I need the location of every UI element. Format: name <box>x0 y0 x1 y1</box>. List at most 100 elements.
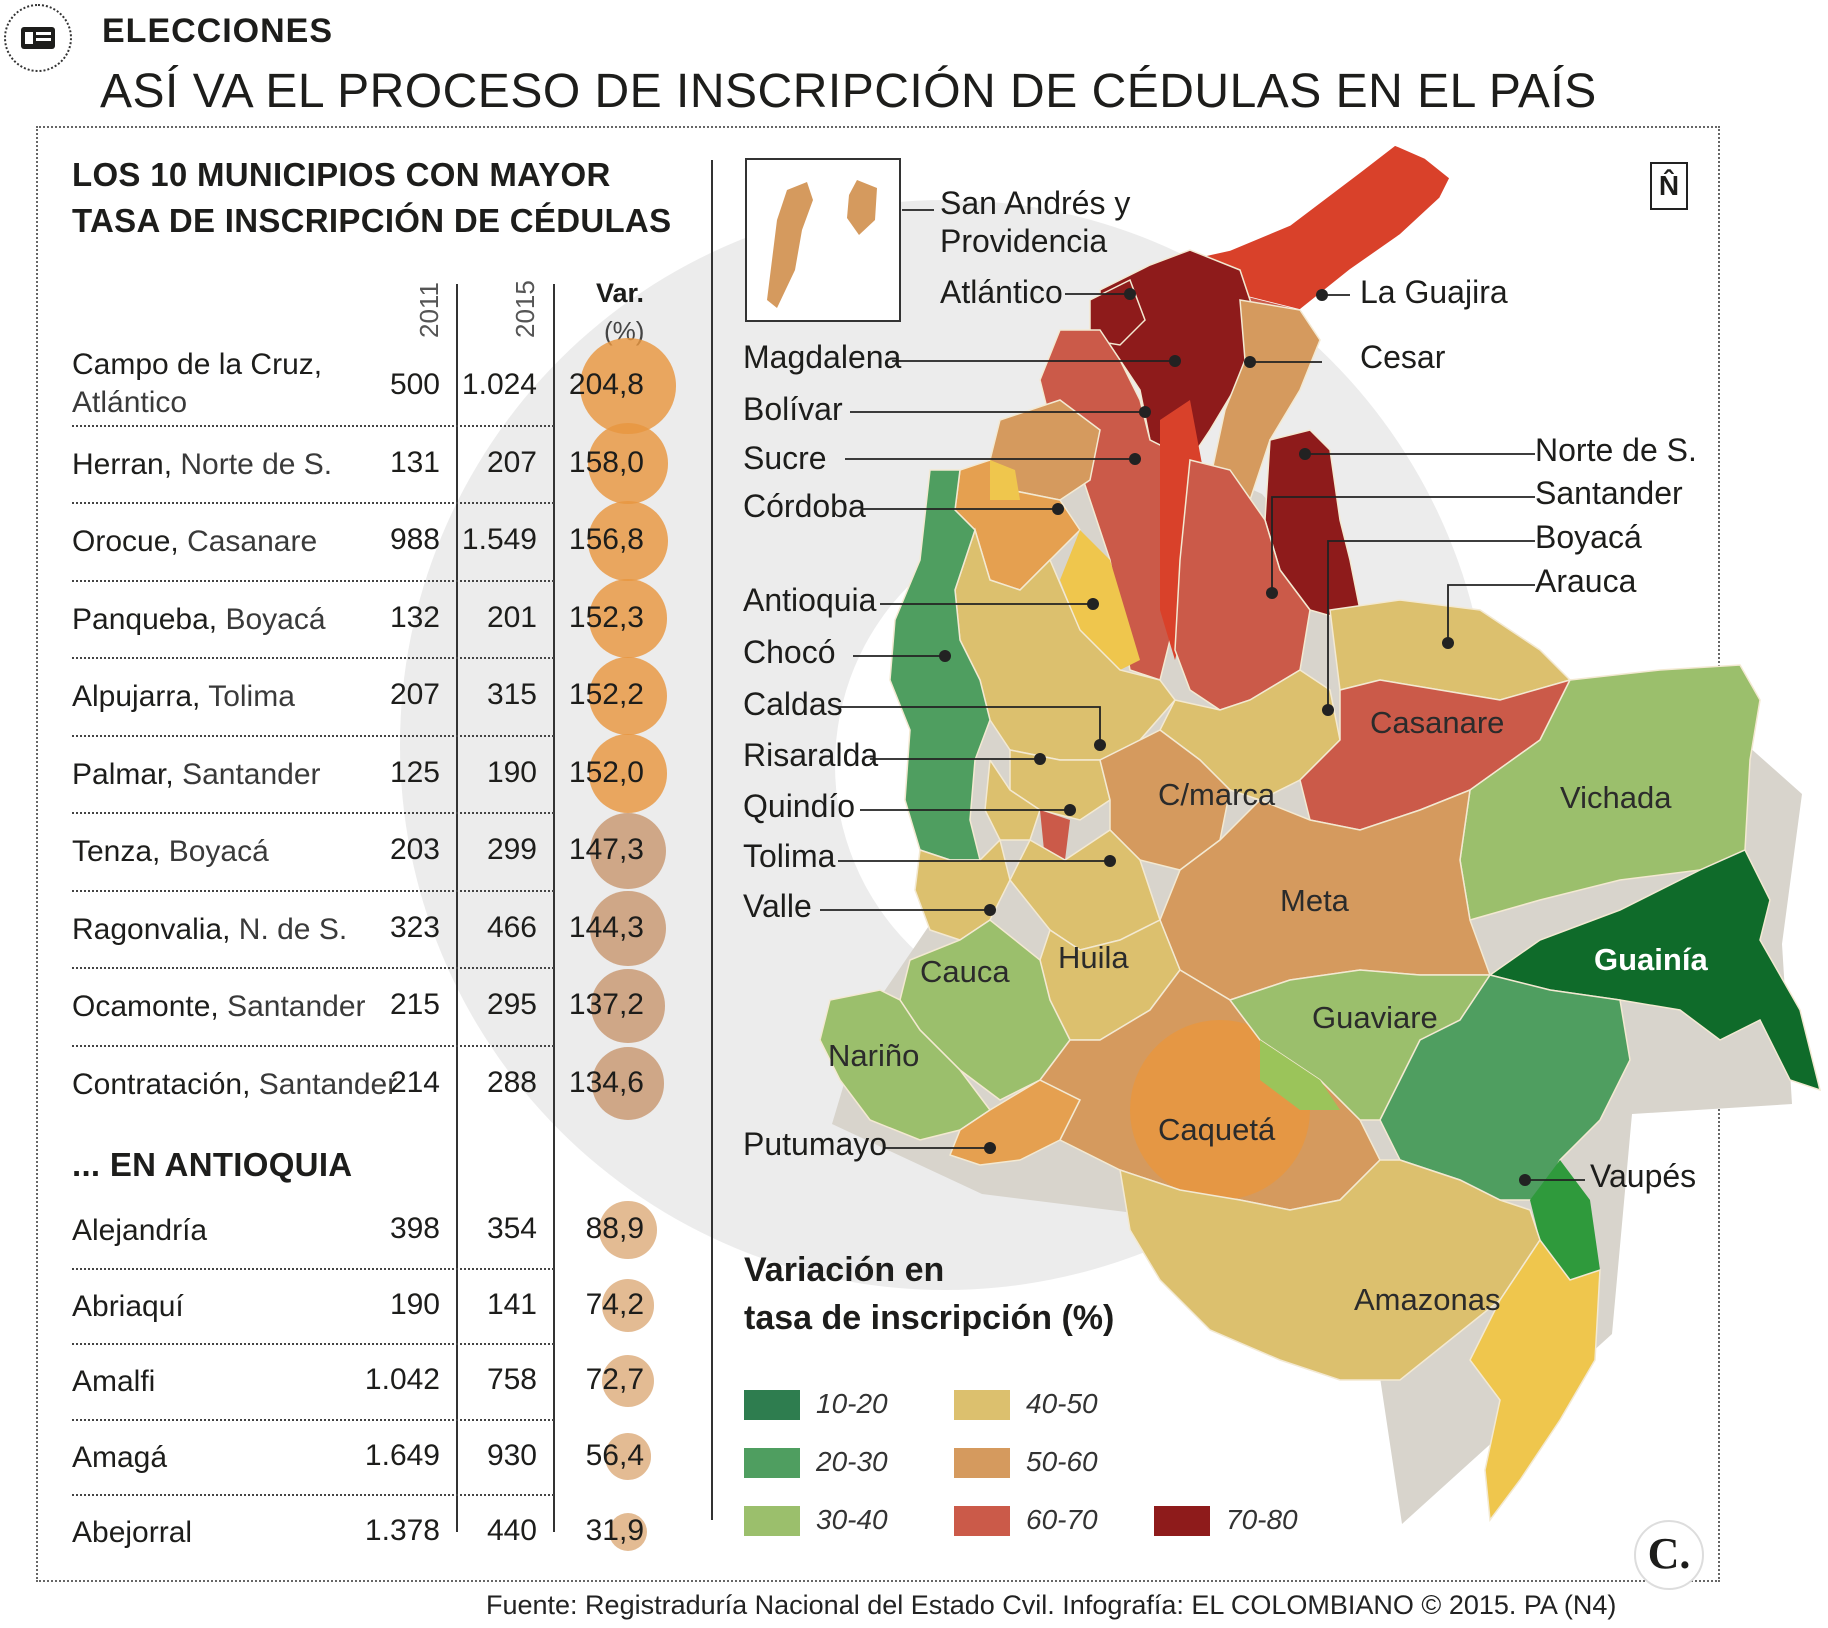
region-cordoba-south <box>1060 530 1140 670</box>
table-cell-var: 152,2 <box>568 678 644 711</box>
panel-divider <box>711 160 713 1520</box>
region-label: Huila <box>1058 940 1129 975</box>
legend-swatch <box>744 1390 800 1420</box>
variation-bubble <box>608 1512 648 1552</box>
departamento-name: Tolima <box>208 680 295 713</box>
callout-label: Quindío <box>743 788 856 824</box>
table-cell-v2015: 299 <box>486 833 537 866</box>
variation-bubble <box>602 1355 654 1407</box>
variation-bubble <box>589 812 667 890</box>
table-row-name: Herran, Norte de S. <box>72 446 332 484</box>
table-row-name: Contratación, Santander <box>72 1066 397 1104</box>
table-cell-v2011: 203 <box>389 833 440 866</box>
row-divider <box>72 1418 554 1421</box>
table-cell-var: 152,3 <box>568 600 644 634</box>
municipio-name: Tenza, <box>72 835 161 868</box>
table-cell-v2015: 295 <box>486 988 537 1021</box>
table-cell-v2015: 1.549 <box>461 523 537 556</box>
inset-label: San Andrés y Providencia <box>940 184 1130 260</box>
callout-label: Arauca <box>1535 563 1637 599</box>
san-andres-shape <box>767 180 877 308</box>
callout-label: Tolima <box>743 838 836 874</box>
table-cell-v2011: 1.649 <box>364 1438 440 1472</box>
header-badge <box>4 4 72 72</box>
callout-label: Córdoba <box>743 488 866 524</box>
departamento-name: Boyacá <box>225 602 326 636</box>
departamento-name: Santander <box>182 757 321 791</box>
table-cell-var: 31,9 <box>585 1514 644 1547</box>
legend-label: 50-60 <box>1026 1446 1098 1477</box>
table-cell-var: 88,9 <box>585 1212 644 1245</box>
departamento-name: Norte de S. <box>180 447 333 481</box>
row-divider <box>72 1267 554 1270</box>
variation-bubble <box>591 969 665 1043</box>
region-amazonas <box>1119 1159 1541 1381</box>
legend-label: 70-80 <box>1226 1504 1298 1535</box>
municipio-name: Herran, <box>72 447 173 481</box>
callout-label: Boyacá <box>1535 519 1642 555</box>
table-cell-v2015: 141 <box>486 1287 537 1321</box>
table-row-name: Ocamonte, Santander <box>72 988 366 1026</box>
callout-label: Atlántico <box>940 274 1063 310</box>
table-cell-v2015: 758 <box>486 1363 537 1396</box>
table-title-line2: TASA DE INSCRIPCIÓN DE CÉDULAS <box>72 202 672 239</box>
legend-title-line2: tasa de inscripción (%) <box>744 1299 1115 1337</box>
table-cell-v2015: 466 <box>486 910 537 944</box>
table-row-name: Alpujarra, Tolima <box>72 678 295 716</box>
table-cell-v2011: 398 <box>389 1212 440 1245</box>
departamento-name: N. de S. <box>238 912 348 946</box>
legend-label: 60-70 <box>1026 1504 1098 1535</box>
legend-label: 30-40 <box>816 1504 888 1535</box>
col-header-var: Var. <box>596 278 645 308</box>
variation-bubble <box>599 1201 657 1259</box>
region-label: Meta <box>1280 883 1349 918</box>
inset-label-line2: Providencia <box>940 223 1108 259</box>
region-label: Guaviare <box>1312 1000 1438 1035</box>
row-divider <box>72 1494 554 1497</box>
table-cell-var: 156,8 <box>568 523 644 556</box>
variation-bubble <box>591 1047 665 1120</box>
municipio-name: Palmar, <box>72 757 174 791</box>
municipio-name: Ocamonte, <box>72 990 219 1023</box>
table-cell-var: 147,3 <box>568 833 644 866</box>
municipio-name: Panqueba, <box>72 602 218 636</box>
callout-label: Santander <box>1535 475 1683 511</box>
table-cell-v2011: 1.042 <box>364 1363 440 1396</box>
region-label: Caquetá <box>1158 1112 1276 1147</box>
row-divider <box>72 1343 554 1346</box>
logo: C. <box>1634 1520 1704 1590</box>
id-card-icon <box>21 27 55 49</box>
table-cell-var: 56,4 <box>585 1438 644 1472</box>
table-cell-v2015: 930 <box>486 1438 537 1472</box>
row-divider <box>72 812 554 815</box>
municipio-name: Contratación, <box>72 1067 251 1101</box>
municipio-name: Ragonvalia, <box>72 912 231 946</box>
table-row-name: Orocue, Casanare <box>72 523 317 561</box>
row-divider <box>72 424 554 427</box>
variation-bubble <box>587 423 669 504</box>
row-divider <box>72 579 554 582</box>
callout-label: Risaralda <box>743 737 879 773</box>
table-cell-var: 158,0 <box>568 445 644 479</box>
callout-label: Chocó <box>743 634 836 670</box>
table-cell-v2015: 288 <box>486 1065 537 1099</box>
region-quindio <box>1040 810 1070 860</box>
municipio-name: Campo de la Cruz, <box>72 348 323 381</box>
table-row-name: Palmar, Santander <box>72 756 321 794</box>
legend-swatch <box>1154 1506 1210 1536</box>
table-cell-v2015: 201 <box>486 600 537 634</box>
table-cell-v2015: 315 <box>486 678 537 711</box>
variation-bubble <box>601 1279 655 1332</box>
region-coast-yellow <box>990 460 1020 500</box>
departamento-name: Boyacá <box>168 835 269 868</box>
table-row-name: Abriaquí <box>72 1289 184 1323</box>
inset-san-andres <box>745 158 901 322</box>
table-cell-v2015: 190 <box>486 755 537 789</box>
table-cell-v2011: 215 <box>389 988 440 1021</box>
table-cell-v2011: 323 <box>389 910 440 944</box>
legend-title-line1: Variación en <box>744 1251 945 1289</box>
table-cell-var: 137,2 <box>568 988 644 1021</box>
table-row-name: Ragonvalia, N. de S. <box>72 911 347 949</box>
table-cell-v2015: 354 <box>486 1212 537 1245</box>
